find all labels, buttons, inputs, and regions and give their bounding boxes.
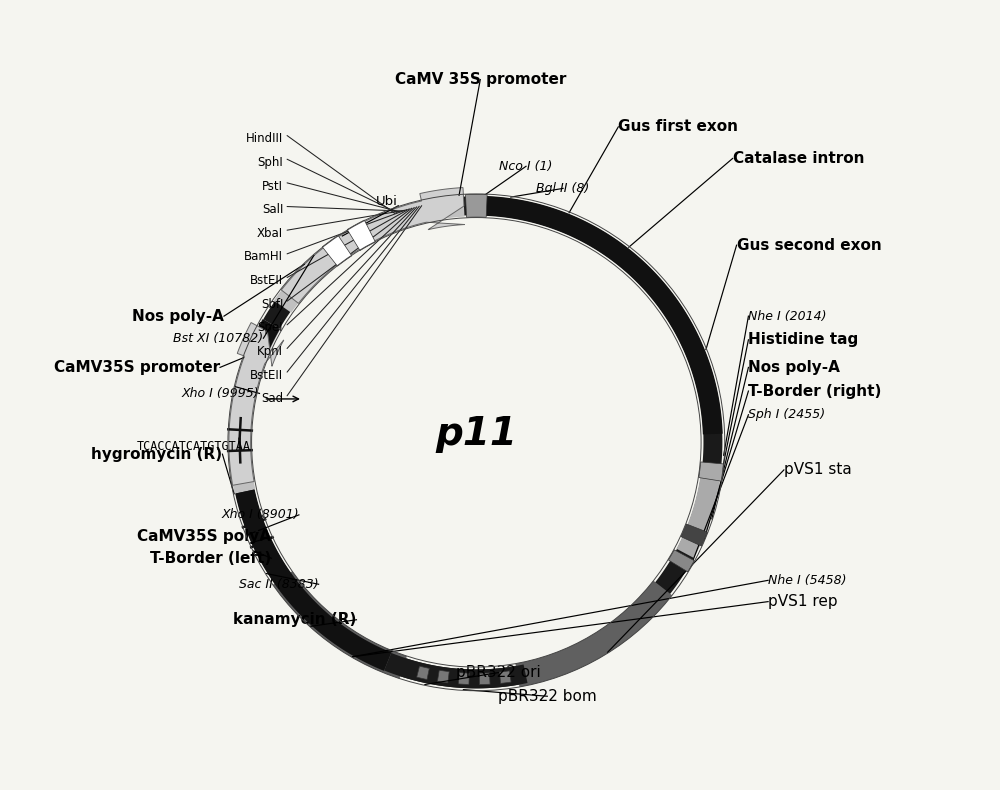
Text: HindIII: HindIII [246,132,283,145]
Polygon shape [230,319,280,468]
Text: Nhe I (2014): Nhe I (2014) [748,310,827,322]
Text: p11: p11 [435,416,517,453]
Text: kanamycin (R): kanamycin (R) [233,612,356,627]
Polygon shape [676,474,720,558]
Text: Nco I (1): Nco I (1) [499,160,553,173]
Text: Xho I (9995): Xho I (9995) [182,387,259,400]
Text: T-Border (left): T-Border (left) [150,551,271,566]
Polygon shape [484,196,723,434]
Text: Histidine tag: Histidine tag [748,333,859,348]
Text: Bst XI (10782): Bst XI (10782) [173,332,263,344]
Polygon shape [458,672,469,684]
Text: Sac II (8383): Sac II (8383) [239,577,319,591]
Text: T-Border (right): T-Border (right) [748,384,882,399]
Text: PstI: PstI [262,179,283,193]
Text: TCACCATCATGTGTAA: TCACCATCATGTGTAA [137,440,251,453]
Text: CaMV 35S promoter: CaMV 35S promoter [395,72,566,87]
Text: Nos poly-A: Nos poly-A [132,309,224,324]
Polygon shape [347,220,375,250]
Polygon shape [699,462,723,481]
Text: SpeI: SpeI [258,322,283,334]
Polygon shape [281,187,465,303]
Text: pBR322 bom: pBR322 bom [498,689,597,704]
Text: pVS1 rep: pVS1 rep [768,594,838,609]
Text: pBR322 ori: pBR322 ori [456,665,541,680]
Polygon shape [417,666,429,679]
Polygon shape [229,322,284,485]
Text: SalI: SalI [262,203,283,216]
Text: CaMV35S promoter: CaMV35S promoter [54,360,220,375]
Text: Xho I (8901): Xho I (8901) [221,509,299,521]
Text: Catalase intron: Catalase intron [733,151,864,166]
Polygon shape [230,196,722,688]
Polygon shape [479,673,490,685]
Text: BstEII: BstEII [250,369,283,382]
Polygon shape [668,550,694,572]
Text: Gus second exon: Gus second exon [737,238,881,253]
Polygon shape [322,235,352,266]
Polygon shape [384,653,527,688]
Polygon shape [273,571,407,679]
Text: Gus first exon: Gus first exon [618,119,738,134]
Polygon shape [466,194,487,217]
Text: Bgl II (8): Bgl II (8) [536,182,590,195]
Text: SphI: SphI [257,156,283,169]
Text: BstEII: BstEII [250,274,283,287]
Text: SbfI: SbfI [261,298,283,310]
Polygon shape [437,670,449,683]
Text: pVS1 sta: pVS1 sta [784,462,852,477]
Polygon shape [229,318,281,494]
Text: KpnI: KpnI [257,345,283,358]
Polygon shape [515,581,672,687]
Text: XbaI: XbaI [257,227,283,240]
Text: Nhe I (5458): Nhe I (5458) [768,574,847,587]
Polygon shape [235,490,391,671]
Text: CaMV35S polyA: CaMV35S polyA [137,529,271,544]
Polygon shape [681,524,707,546]
Text: hygromycin (R): hygromycin (R) [91,446,222,461]
Text: Nos poly-A: Nos poly-A [748,360,840,375]
Text: Sph I (2455): Sph I (2455) [748,408,826,421]
Text: Ubi: Ubi [376,195,397,209]
Polygon shape [274,195,465,313]
Text: BamHI: BamHI [244,250,283,264]
Polygon shape [499,671,511,683]
Text: Sad: Sad [261,393,283,405]
